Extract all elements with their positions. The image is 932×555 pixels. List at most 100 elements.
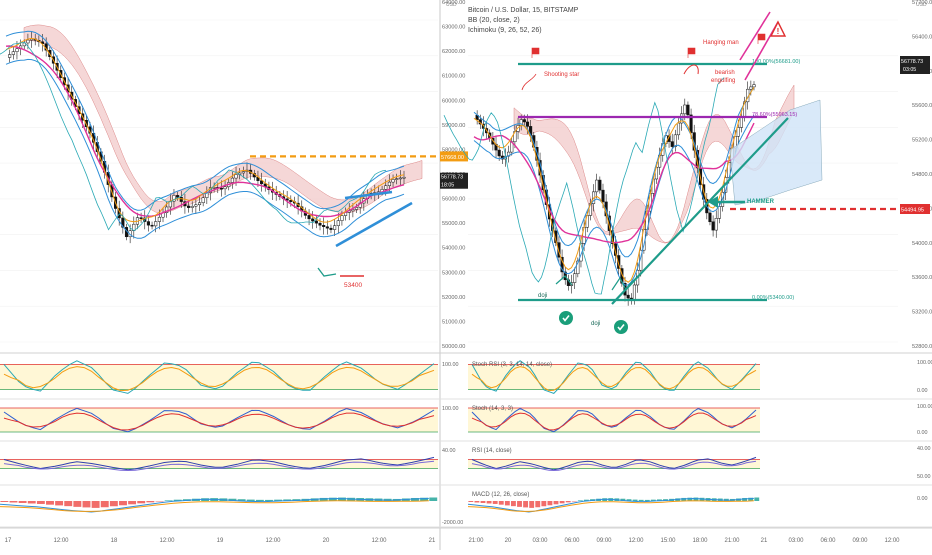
- fib-level-label: 0.00%(53400.00): [752, 295, 794, 301]
- left-y-tick: 50000.00: [442, 344, 465, 350]
- candle: [626, 294, 630, 299]
- resistance-price-label: 57668.00: [441, 155, 464, 161]
- macd-y-tick: 0.00: [917, 496, 928, 502]
- candle: [190, 205, 194, 208]
- left-x-tick: 12:00: [265, 538, 281, 544]
- left-subpane-y-tick: 100.00: [442, 362, 459, 368]
- left-macd-bar: [55, 501, 64, 506]
- candle: [551, 218, 555, 232]
- right-stoch-line-k: [471, 407, 757, 433]
- right-stoch-line-d: [471, 412, 757, 431]
- left-macd-bar: [155, 501, 164, 502]
- left-y-tick: 58000.00: [442, 147, 465, 153]
- left-macd-bar: [18, 501, 27, 503]
- doji-check-1-tick: [562, 315, 570, 322]
- wedge-upper-line: [739, 11, 771, 61]
- candle: [749, 86, 753, 90]
- right-macd-bar: [541, 501, 547, 507]
- left-macd-bar: [119, 501, 127, 506]
- hammer-label: HAMMER: [747, 199, 775, 205]
- left-y-tick: 52000.00: [442, 295, 465, 301]
- left-x-tick: 12:00: [371, 538, 387, 544]
- left-macd-bar: [328, 497, 337, 501]
- left-y-tick: 53000.00: [442, 270, 465, 276]
- candle: [560, 256, 564, 273]
- candle: [11, 51, 15, 55]
- left-y-tick: 55000.00: [442, 221, 465, 227]
- left-x-tick: 20: [323, 538, 330, 544]
- indicator-band: [468, 408, 760, 432]
- right-macd-bar: [644, 499, 650, 501]
- right-macd-bar: [571, 501, 577, 502]
- left-y-unit: USD: [446, 2, 457, 8]
- candle: [351, 209, 355, 212]
- candle: [197, 202, 202, 206]
- candle: [497, 149, 501, 157]
- right-y-tick: 54000.00: [912, 241, 932, 247]
- candle: [670, 141, 674, 147]
- ichimoku-indicator-label[interactable]: Ichimoku (9, 26, 52, 26): [468, 27, 542, 34]
- candle: [402, 176, 406, 179]
- left-y-tick: 61000.00: [442, 74, 465, 80]
- subpane-y-tick: 0.00: [917, 430, 928, 436]
- bb-indicator-label[interactable]: BB (20, close, 2): [468, 17, 520, 24]
- kijun-line: [5, 37, 405, 223]
- right-macd-bar: [565, 501, 571, 503]
- left-macd-bar: [420, 497, 429, 501]
- chikou-span: [443, 77, 725, 295]
- candle: [736, 127, 740, 137]
- subpane-y-tick: 100.00: [917, 404, 932, 410]
- candle: [150, 224, 154, 227]
- doji-arrow-2: [611, 276, 627, 291]
- bearish-flag: [687, 47, 696, 58]
- right-stoch-rsi-line-k: [471, 360, 757, 394]
- subpane-title: Stoch (14, 3, 3): [472, 406, 513, 412]
- right-y-tick: 54800.00: [912, 172, 932, 178]
- left-y-tick: 60000.00: [442, 98, 465, 104]
- symbol-title[interactable]: Bitcoin / U.S. Dollar, 15, BITSTAMP: [468, 7, 579, 14]
- candle: [329, 227, 333, 230]
- hanging-man-label: Hanging man: [703, 40, 739, 46]
- left-x-tick: 18: [111, 538, 118, 544]
- right-x-tick: 03:00: [532, 538, 548, 544]
- right-x-tick: 21:00: [724, 538, 740, 544]
- right-rsi-line-d: [471, 460, 757, 472]
- right-macd-bar: [687, 497, 693, 501]
- candle: [387, 181, 391, 186]
- subpane-y-tick: 100.00: [917, 360, 932, 366]
- right-current-price-label: 56778.73: [901, 59, 923, 65]
- left-x-tick: 12:00: [53, 538, 69, 544]
- candle: [157, 216, 161, 222]
- candle: [139, 217, 143, 219]
- left-y-tick: 54000.00: [442, 246, 465, 252]
- candle: [260, 180, 264, 185]
- fib-level-label: 100.00%(56681.00): [752, 59, 800, 65]
- candle: [234, 174, 238, 179]
- swing-low-marker: [317, 267, 337, 277]
- left-y-tick: 63000.00: [442, 25, 465, 31]
- right-macd-bar: [529, 501, 535, 508]
- candle: [165, 206, 169, 214]
- left-x-tick: 21: [429, 538, 436, 544]
- right-macd-bar: [681, 497, 687, 501]
- left-macd-bar: [228, 498, 237, 501]
- left-macd-bar: [246, 499, 255, 501]
- left-macd-bar: [46, 501, 54, 505]
- candle: [241, 171, 245, 174]
- left-y-tick: 64000.00: [442, 0, 465, 6]
- right-macd-bar: [480, 501, 486, 503]
- right-rsi-line-k: [471, 456, 757, 471]
- subpane-y-tick: 40.00: [917, 446, 931, 452]
- candle: [614, 243, 618, 256]
- left-signal-line: [0, 500, 429, 512]
- chikou-span: [0, 41, 387, 232]
- right-x-tick: 20: [505, 538, 512, 544]
- right-current-price-bg: [900, 56, 930, 74]
- candle: [146, 221, 150, 226]
- left-y-tick: 56000.00: [442, 197, 465, 203]
- bollinger-upper: [473, 86, 755, 258]
- subpane-title: Stoch RSI (3, 3, 14, 14, close): [472, 362, 552, 368]
- candle: [598, 179, 602, 191]
